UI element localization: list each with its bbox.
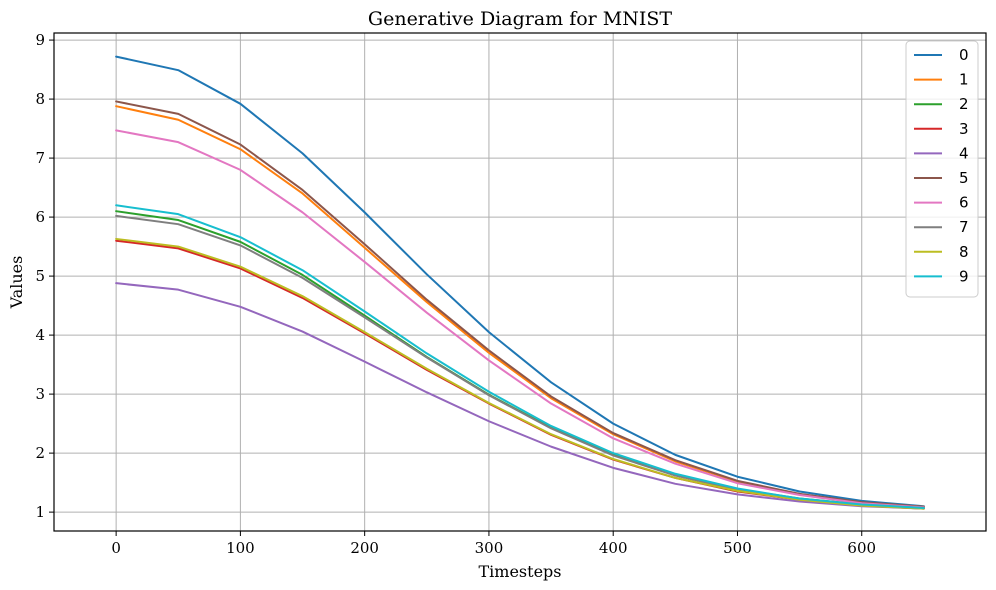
y-tick-label: 7: [35, 149, 45, 167]
legend: 0 1 2 3 4 5 6 7 8 9: [905, 40, 979, 298]
x-tick-label: 500: [723, 539, 752, 557]
y-tick-label: 6: [35, 208, 45, 226]
x-tick-label: 400: [599, 539, 628, 557]
chart-title: Generative Diagram for MNIST: [368, 8, 673, 30]
series-line-0: [115, 55, 925, 508]
legend-label-4: 4: [959, 144, 969, 162]
x-axis-ticks: 0 100 200 300 400 500 600: [111, 531, 876, 557]
legend-label-9: 9: [959, 267, 969, 285]
series-line-8: [115, 237, 925, 510]
x-axis-label: Timesteps: [479, 562, 562, 581]
series-line-6: [115, 129, 925, 509]
y-tick-label: 3: [35, 385, 45, 403]
series-lines: [115, 55, 925, 510]
x-tick-label: 600: [847, 539, 876, 557]
legend-label-0: 0: [959, 46, 969, 64]
y-tick-label: 2: [35, 444, 45, 462]
y-tick-label: 4: [35, 326, 45, 344]
x-tick-label: 200: [350, 539, 379, 557]
x-tick-label: 100: [226, 539, 255, 557]
y-tick-label: 8: [35, 90, 45, 108]
y-tick-label: 5: [35, 267, 45, 285]
legend-label-5: 5: [959, 169, 969, 187]
legend-label-7: 7: [959, 218, 969, 236]
legend-label-6: 6: [959, 194, 969, 212]
legend-label-8: 8: [959, 243, 969, 261]
legend-label-3: 3: [959, 120, 969, 138]
series-line-9: [115, 204, 925, 509]
legend-label-2: 2: [959, 95, 969, 113]
y-tick-label: 1: [35, 503, 45, 521]
series-line-4: [115, 282, 925, 510]
plot-frame: [53, 32, 987, 532]
x-tick-label: 300: [475, 539, 504, 557]
grid-lines: [54, 33, 986, 531]
x-tick-label: 0: [111, 539, 121, 557]
y-axis-ticks: 1 2 3 4 5 6 7 8 9: [35, 31, 54, 521]
y-axis-label: Values: [7, 256, 26, 310]
y-tick-label: 9: [35, 31, 45, 49]
legend-label-1: 1: [959, 71, 969, 89]
series-line-5: [115, 100, 925, 508]
